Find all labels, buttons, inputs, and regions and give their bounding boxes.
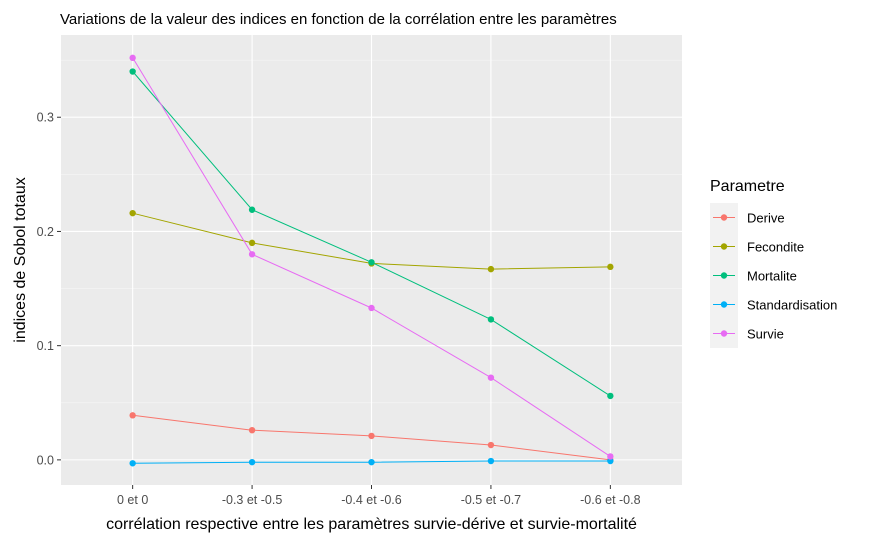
data-point-standardisation — [607, 457, 614, 465]
data-point-derive — [129, 412, 136, 419]
series-mortalite — [129, 68, 614, 400]
legend-item-derive: Derive — [710, 203, 785, 232]
data-point-standardisation — [248, 458, 256, 466]
legend-label: Derive — [747, 211, 785, 226]
data-point-mortalite — [368, 259, 375, 266]
y-tick-label: 0.1 — [37, 339, 54, 353]
legend-key-point — [720, 243, 728, 250]
data-point-standardisation — [129, 460, 136, 467]
legend-key-point — [720, 330, 728, 337]
x-tick-label: -0.4 et -0.6 — [341, 493, 401, 507]
legend-label: Survie — [747, 327, 784, 342]
legend-title: Parametre — [710, 178, 785, 195]
legend-key-point — [720, 214, 728, 221]
data-point-fecondite — [487, 265, 495, 273]
series-standardisation — [129, 457, 614, 467]
legend-item-survie: Survie — [710, 319, 784, 348]
data-point-standardisation — [368, 458, 375, 466]
data-point-survie — [487, 374, 495, 381]
y-tick-label: 0.2 — [37, 225, 54, 239]
legend-item-standardisation: Standardisation — [710, 290, 837, 319]
data-point-fecondite — [248, 239, 256, 247]
chart-title: Variations de la valeur des indices en f… — [60, 11, 617, 28]
legend-item-mortalite: Mortalite — [710, 261, 797, 290]
legend-label: Mortalite — [747, 269, 797, 284]
y-tick-label: 0.0 — [37, 453, 54, 467]
data-point-derive — [487, 441, 495, 449]
x-tick-label: -0.6 et -0.8 — [580, 493, 640, 507]
x-tick-label: 0 et 0 — [117, 493, 148, 507]
legend-key-point — [720, 272, 728, 279]
data-point-mortalite — [607, 392, 614, 400]
series-survie — [129, 54, 614, 460]
y-axis: 0.0 0.1 0.2 0.3 — [37, 111, 61, 467]
x-tick-label: -0.5 et -0.7 — [461, 493, 521, 507]
legend-label: Standardisation — [747, 298, 837, 313]
data-point-survie — [607, 453, 614, 460]
data-point-standardisation — [487, 457, 495, 465]
data-point-mortalite — [129, 68, 136, 75]
legend-item-fecondite: Fecondite — [710, 232, 804, 261]
legend-key-point — [720, 301, 728, 308]
data-point-survie — [248, 251, 256, 258]
y-tick-label: 0.3 — [37, 111, 54, 125]
data-point-derive — [248, 426, 256, 434]
y-axis-title: indices de Sobol totaux — [12, 177, 29, 342]
data-point-derive — [368, 432, 375, 440]
data-point-fecondite — [607, 263, 614, 271]
legend-label: Fecondite — [747, 240, 804, 255]
data-point-survie — [368, 304, 375, 312]
x-axis: 0 et 0 -0.3 et -0.5 -0.4 et -0.6 -0.5 et -0… — [117, 485, 641, 507]
data-point-mortalite — [248, 206, 256, 213]
data-point-survie — [129, 54, 136, 62]
legend: Parametre Derive Fecondite Mortalite Standa… — [710, 178, 837, 348]
data-point-mortalite — [487, 316, 495, 323]
data-point-fecondite — [129, 209, 136, 217]
x-axis-title: corrélation respective entre les paramèt… — [106, 516, 637, 533]
x-tick-label: -0.3 et -0.5 — [222, 493, 282, 507]
series-layer — [129, 54, 614, 467]
